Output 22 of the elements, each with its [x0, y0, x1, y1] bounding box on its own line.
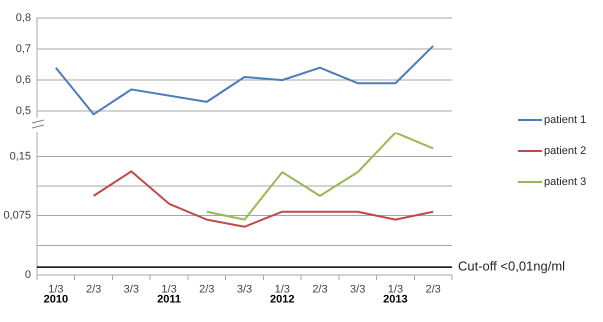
x-tick-label: 3/3: [350, 284, 366, 296]
category-label: 1/3 2011: [157, 284, 181, 306]
y-tick-label: 0,7: [16, 43, 31, 56]
category-label: 1/3 2012: [270, 284, 294, 306]
ref-line-label: Cut-off <0,01ng/ml: [458, 258, 566, 274]
y-tick-label: 0,075: [3, 210, 31, 222]
y-tick-label: 0,8: [16, 12, 31, 24]
x-tick-label: 2/3: [86, 284, 102, 296]
y-tick-label: 0,15: [10, 150, 31, 162]
category-label: 1/3 2010: [44, 284, 68, 306]
y-tick-label: 0,5: [16, 105, 31, 118]
x-tick-label: 2/3: [425, 284, 441, 296]
x-tick-label: 3/3: [236, 284, 252, 296]
x-tick-label: 2/3: [199, 284, 214, 296]
y-tick-label: 0: [24, 269, 31, 282]
legend-label: patient 3: [544, 176, 586, 188]
category-label: 1/3 2013: [383, 284, 408, 306]
y-tick-label: 0,6: [16, 74, 31, 86]
legend-label: patient 2: [544, 145, 586, 157]
x-tick-label: 2/3: [312, 284, 328, 296]
x-tick-label: 3/3: [124, 284, 139, 296]
legend-label: patient 1: [544, 114, 586, 126]
